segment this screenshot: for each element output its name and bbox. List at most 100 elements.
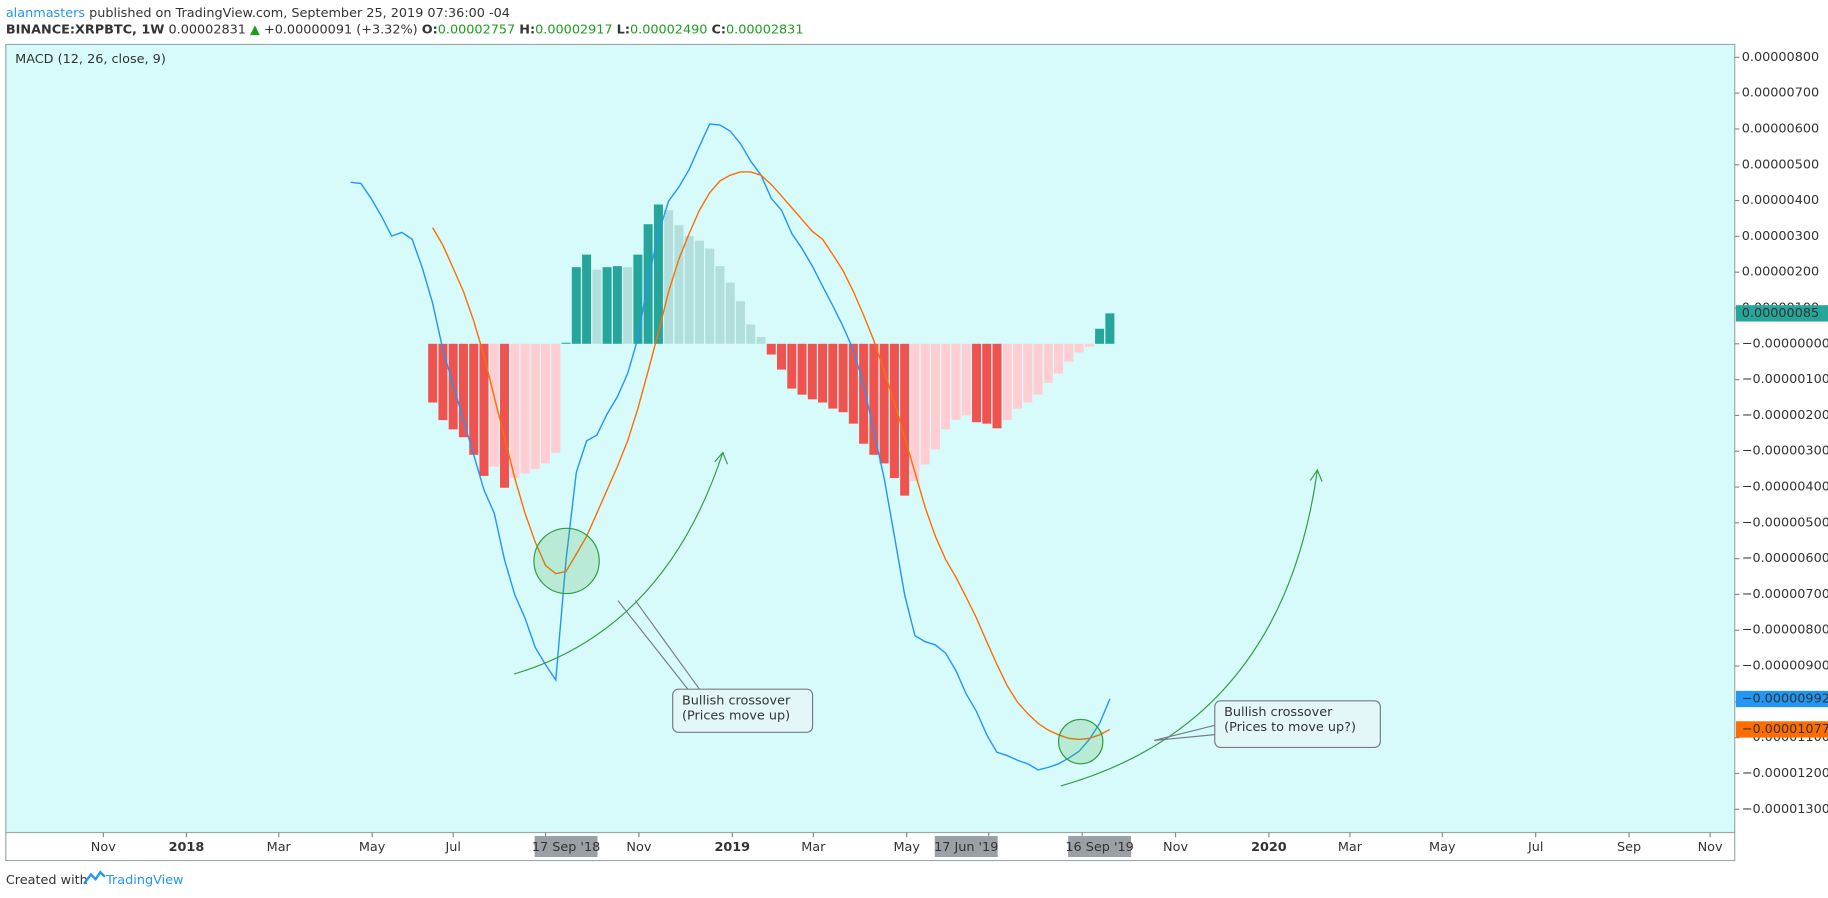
histogram-bar — [1064, 343, 1074, 362]
trend-arrow — [513, 452, 724, 675]
y-tick-label: −0.00000500 — [1742, 515, 1828, 530]
y-tick-label: −0.00000700 — [1742, 587, 1828, 602]
histogram-bar — [1074, 343, 1084, 353]
histogram-bar — [674, 225, 684, 344]
histogram-bar — [623, 267, 633, 344]
histogram-bar — [920, 343, 930, 465]
callout-text: (Prices move up) — [682, 708, 790, 723]
histogram-bar — [838, 343, 848, 413]
histogram-bar — [561, 342, 571, 344]
ohlc-value: 0.00002757 — [438, 22, 515, 37]
x-tick-label: 2020 — [1251, 840, 1287, 855]
x-tick-label: 2019 — [714, 840, 750, 855]
histogram-bar — [510, 343, 520, 479]
histogram-bar — [982, 343, 992, 424]
x-tick-label: Nov — [626, 840, 651, 855]
histogram-bar — [530, 343, 540, 470]
y-tick-label: 0.00000800 — [1742, 50, 1819, 65]
histogram-bar — [807, 343, 817, 400]
indicator-title: MACD (12, 26, close, 9) — [15, 52, 166, 67]
histogram-bar — [879, 343, 889, 464]
histogram-bar — [653, 204, 663, 344]
histogram-bar — [592, 269, 602, 344]
ohlc-label: L: — [617, 22, 630, 37]
histogram-bar — [941, 343, 951, 430]
y-tick-label: 0.00000300 — [1742, 229, 1819, 244]
y-tick-label: −0.00000200 — [1742, 408, 1828, 423]
histogram-bar — [971, 343, 981, 423]
x-tick-label: Jul — [1527, 840, 1543, 855]
histogram-bar — [992, 343, 1002, 429]
y-tick-label: 0.00000600 — [1742, 121, 1819, 136]
x-tick-label: Nov — [1698, 840, 1723, 855]
last-value-label: −0.00001077 — [1742, 722, 1828, 737]
symbol: BINANCE:XRPBTC, 1W — [6, 22, 165, 37]
time-axis — [5, 831, 1736, 862]
histogram-bar — [1105, 313, 1115, 344]
histogram-bar — [961, 343, 971, 416]
y-tick-label: −0.00000100 — [1742, 372, 1828, 387]
histogram-bar — [428, 343, 438, 403]
x-tick-label: May — [359, 840, 386, 855]
histogram-bar — [859, 343, 869, 444]
ohlc-value: 0.00002490 — [630, 22, 707, 37]
histogram-bar — [1054, 343, 1064, 374]
histogram-bar — [756, 336, 766, 344]
last-value-label: −0.00000992 — [1742, 691, 1828, 706]
histogram-bar — [777, 343, 787, 370]
histogram-bar — [900, 343, 910, 496]
histogram-bar — [818, 343, 828, 403]
ohlc-value: 0.00002917 — [535, 22, 612, 37]
y-tick-label: −0.00000900 — [1742, 659, 1828, 674]
histogram-bar — [438, 343, 448, 421]
histogram-bar — [725, 282, 735, 344]
histogram-bar — [684, 236, 694, 344]
callout-text: Bullish crossover — [682, 693, 791, 708]
callout-box — [1214, 700, 1381, 749]
histogram-bar — [633, 254, 643, 344]
change: +0.00000091 (+3.32%) — [264, 22, 418, 37]
histogram-bar — [828, 343, 838, 409]
x-tick-label: Nov — [91, 840, 116, 855]
last-value-badge — [1735, 305, 1828, 322]
x-tick-label: May — [1429, 840, 1456, 855]
histogram-bar — [499, 343, 510, 488]
histogram-bar — [602, 267, 612, 344]
brand-logo — [83, 870, 106, 885]
y-tick-label: −0.00000600 — [1742, 551, 1828, 566]
header-line: alanmasters published on TradingView.com… — [6, 5, 510, 20]
x-tick-label: May — [893, 840, 920, 855]
x-tick-label: Mar — [801, 840, 826, 855]
x-tick-label: Nov — [1163, 840, 1188, 855]
trend-arrow — [1060, 469, 1318, 787]
y-tick-label: −0.00000400 — [1742, 480, 1828, 495]
y-tick-label: 0.00000200 — [1742, 265, 1819, 280]
x-tick-label: Mar — [1338, 840, 1363, 855]
histogram-bar — [910, 343, 920, 481]
quote-line: BINANCE:XRPBTC, 1W 0.00002831 ▲ +0.00000… — [6, 22, 804, 37]
histogram-bar — [735, 301, 746, 344]
ohlc-label: C: — [712, 22, 727, 37]
y-tick-label: 0.00000700 — [1742, 86, 1819, 101]
y-tick-label: 0.00000500 — [1742, 157, 1819, 172]
histogram-bar — [746, 324, 756, 344]
x-tick-label: Jul — [444, 840, 460, 855]
footer-brand[interactable]: TradingView — [105, 873, 183, 888]
histogram-bar — [582, 254, 592, 344]
histogram-bar — [520, 343, 530, 474]
indicator-line — [432, 171, 1111, 741]
histogram-bar — [930, 343, 940, 450]
date-marker — [534, 836, 598, 858]
histogram-bar — [612, 266, 622, 344]
callout-pointer — [1154, 724, 1215, 742]
ohlc-value: 0.00002831 — [726, 22, 803, 37]
histogram-bar — [951, 343, 961, 421]
crossover-circle — [533, 527, 600, 595]
last-value-badge — [1735, 721, 1828, 738]
y-tick-label: −0.00000000 — [1742, 336, 1828, 351]
author[interactable]: alanmasters — [6, 5, 86, 20]
date-marker — [934, 836, 998, 858]
histogram-bar — [694, 240, 704, 344]
